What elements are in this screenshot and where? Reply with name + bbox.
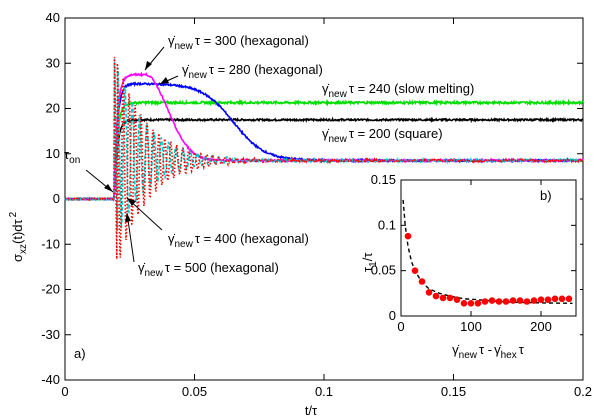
annotation-280-arrowhead	[160, 77, 169, 84]
main-plot-area: 0 0.05 0.1 0.15 0.2 -40 -30 -20 -10 0 10 20 30 40 σxz…	[8, 10, 592, 418]
inset-data-point	[432, 292, 440, 300]
inset-data-point	[481, 298, 489, 305]
inset-data-point	[530, 297, 538, 304]
inset-data-point	[516, 297, 524, 304]
y-tick-label: 0	[53, 191, 60, 206]
y-tick-label: -20	[41, 282, 60, 297]
series-line	[64, 116, 584, 201]
inset-data-point	[418, 278, 426, 285]
annotation-500: γ̇new τ = 500 (hexagonal)	[138, 260, 279, 279]
x-tick-label: 0.15	[441, 384, 466, 399]
inset-y-tick-label: 0.05	[371, 263, 396, 278]
y-tick-label: 30	[46, 55, 60, 70]
annotation-400: γ̇new τ = 400 (hexagonal)	[168, 231, 309, 250]
inset-data-point	[502, 298, 510, 305]
series-line	[64, 56, 584, 260]
annotation-240: γ̇new τ = 240 (slow melting)	[322, 81, 474, 100]
main-x-axis-title: t/τ	[305, 403, 318, 418]
x-tick-label: 0.05	[182, 384, 207, 399]
y-tick-label: 40	[46, 10, 60, 25]
tau-on-arrowhead	[104, 184, 113, 192]
inset-data-point	[551, 295, 559, 303]
tau-on-label: τon	[64, 147, 80, 166]
annotation-200: γ̇new τ = 200 (square)	[322, 126, 443, 145]
inset-data-point	[411, 267, 419, 275]
annotation-300: γ̇new τ = 300 (hexagonal)	[168, 33, 309, 52]
annotation-500-arrowhead	[125, 213, 131, 222]
inset-data-point	[544, 296, 552, 304]
y-tick-label: -30	[41, 327, 60, 342]
inset-data-point	[558, 295, 566, 303]
inset-data-point	[523, 298, 531, 305]
inset-plot-frame	[400, 179, 577, 317]
inset-data-point	[439, 294, 447, 302]
panel-a-label: a)	[74, 346, 86, 361]
main-y-axis-title: σxz(t)dτ2	[8, 211, 29, 262]
inset-data-point	[460, 300, 468, 307]
y-tick-label: 20	[46, 101, 60, 116]
inset-y-axis-title: τ1/τ	[360, 252, 379, 272]
inset-x-tick-label: 100	[460, 319, 482, 334]
inset-data-point	[565, 295, 573, 303]
inset-data-point	[404, 232, 412, 240]
inset-data-point	[453, 296, 461, 304]
annotation-300-arrowhead	[145, 61, 152, 70]
main-series-group	[64, 56, 584, 260]
inset-data-point	[537, 296, 545, 304]
inset-x-tick-label: 0	[397, 319, 404, 334]
inset-plot-area: 0 100 200 0 0.05 0.1 0.15 b) τ1/τ γ̇new τ - γ̇he…	[360, 168, 580, 361]
y-tick-label: -40	[41, 372, 60, 387]
inset-data-point	[488, 297, 496, 304]
x-tick-label: 0.2	[574, 384, 592, 399]
inset-data-point	[425, 289, 433, 296]
inset-x-axis-title: γ̇new τ - γ̇hex τ	[452, 342, 525, 361]
main-axis-ticks: 0 0.05 0.1 0.15 0.2 -40 -30 -20 -10 0 10 20 30 40	[41, 10, 592, 399]
annotation-400-arrowhead	[127, 198, 136, 206]
series-line	[64, 98, 584, 202]
inset-data-point	[495, 298, 503, 305]
inset-y-tick-label: 0.1	[378, 217, 396, 232]
inset-axis-ticks: 0 100 200 0 0.05 0.1 0.15	[371, 172, 576, 334]
inset-fit-line	[402, 199, 573, 304]
inset-data-point	[474, 300, 482, 307]
x-tick-label: 0.1	[315, 384, 333, 399]
inset-series-group	[402, 199, 573, 307]
panel-b-label: b)	[540, 188, 552, 203]
inset-data-point	[446, 294, 454, 302]
inset-y-tick-label: 0	[389, 308, 396, 323]
inset-x-tick-label: 200	[530, 319, 552, 334]
y-tick-label: -10	[41, 236, 60, 251]
inset-data-point	[467, 300, 475, 307]
inset-data-point	[509, 297, 517, 304]
annotation-280: γ̇new τ = 280 (hexagonal)	[182, 62, 323, 81]
inset-y-tick-label: 0.15	[371, 172, 396, 187]
x-tick-label: 0	[61, 384, 68, 399]
y-tick-label: 10	[46, 146, 60, 161]
